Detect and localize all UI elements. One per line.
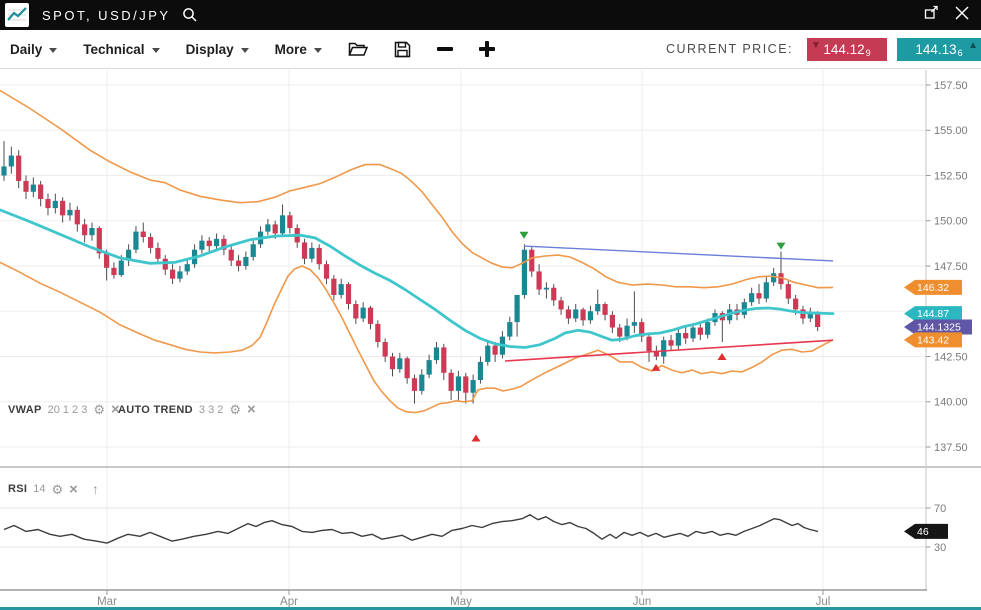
bid-price-pip: 9 bbox=[865, 47, 871, 58]
auto-trend-params: 3 3 2 bbox=[198, 403, 224, 416]
up-tick-icon: ▲ bbox=[968, 39, 978, 51]
chevron-down-icon bbox=[151, 47, 160, 53]
bid-price-badge: ▼ 144.12 9 bbox=[807, 37, 887, 61]
svg-text:152.50: 152.50 bbox=[934, 170, 968, 182]
rsi-params: 14 bbox=[33, 483, 46, 495]
menu-daily-label: Daily bbox=[10, 41, 43, 57]
svg-text:144.87: 144.87 bbox=[917, 308, 949, 320]
app-logo-icon bbox=[5, 3, 29, 27]
svg-text:Jul: Jul bbox=[816, 596, 831, 608]
auto-trend-indicator-legend: AUTO TREND 3 3 2 ⚙ × bbox=[118, 401, 256, 418]
save-icon[interactable] bbox=[394, 41, 411, 58]
bid-price-value: 144.12 bbox=[823, 41, 865, 57]
svg-text:150.00: 150.00 bbox=[934, 216, 968, 228]
menu-technical[interactable]: Technical bbox=[83, 41, 160, 57]
search-icon[interactable] bbox=[182, 7, 198, 23]
svg-text:Jun: Jun bbox=[633, 596, 652, 608]
menu-more[interactable]: More bbox=[275, 42, 322, 57]
move-panel-up-icon[interactable]: ↑ bbox=[91, 481, 99, 497]
vwap-label: VWAP bbox=[8, 403, 42, 416]
svg-text:142.50: 142.50 bbox=[934, 351, 968, 363]
svg-text:30: 30 bbox=[934, 542, 946, 554]
auto-trend-label: AUTO TREND bbox=[118, 403, 193, 416]
menu-display-label: Display bbox=[185, 41, 234, 57]
svg-text:147.50: 147.50 bbox=[934, 261, 968, 273]
menu-daily[interactable]: Daily bbox=[10, 41, 58, 57]
chart-area[interactable]: Mar Apr May Jun Jul 157.50 155.00 152.50 150.00 1… bbox=[0, 70, 981, 610]
gear-icon[interactable]: ⚙ bbox=[229, 402, 242, 417]
svg-text:Mar: Mar bbox=[97, 596, 117, 608]
chevron-down-icon bbox=[240, 47, 249, 53]
svg-text:146.32: 146.32 bbox=[917, 282, 949, 294]
ask-price-badge: 144.13 6 ▲ bbox=[897, 37, 981, 61]
menu-technical-label: Technical bbox=[83, 41, 145, 57]
svg-text:137.50: 137.50 bbox=[934, 442, 968, 454]
bottom-accent-bar bbox=[0, 607, 981, 610]
svg-text:157.50: 157.50 bbox=[934, 80, 968, 92]
vwap-indicator-legend: VWAP 20 1 2 3 ⚙ × bbox=[8, 401, 120, 418]
svg-text:143.42: 143.42 bbox=[917, 334, 949, 346]
rsi-label: RSI bbox=[8, 483, 28, 495]
title-bar: SPOT, USD/JPY bbox=[0, 0, 981, 30]
svg-text:May: May bbox=[450, 596, 472, 608]
open-folder-icon[interactable] bbox=[348, 41, 368, 57]
vwap-params: 20 1 2 3 bbox=[47, 403, 88, 416]
zoom-out-button[interactable] bbox=[436, 47, 453, 51]
down-tick-icon: ▼ bbox=[811, 39, 821, 51]
rsi-indicator-legend: RSI 14 ⚙ × ↑ bbox=[8, 481, 99, 497]
popout-window-button[interactable] bbox=[924, 5, 940, 25]
ask-price-value: 144.13 bbox=[915, 41, 957, 57]
close-icon[interactable]: × bbox=[247, 401, 256, 418]
svg-text:140.00: 140.00 bbox=[934, 397, 968, 409]
svg-text:46: 46 bbox=[917, 526, 929, 538]
gear-icon[interactable]: ⚙ bbox=[51, 481, 64, 497]
page-title: SPOT, USD/JPY bbox=[42, 7, 171, 23]
zoom-in-button[interactable] bbox=[478, 41, 495, 57]
svg-text:155.00: 155.00 bbox=[934, 125, 968, 137]
close-icon[interactable] bbox=[955, 6, 969, 25]
close-icon[interactable]: × bbox=[111, 401, 120, 418]
price-chart-svg[interactable]: Mar Apr May Jun Jul 157.50 155.00 152.50 150.00 1… bbox=[0, 70, 981, 610]
svg-text:144.1325: 144.1325 bbox=[917, 322, 961, 334]
close-icon[interactable]: × bbox=[69, 480, 78, 498]
chevron-down-icon bbox=[313, 47, 322, 53]
chevron-down-icon bbox=[49, 47, 58, 53]
svg-text:Apr: Apr bbox=[280, 596, 298, 608]
ask-price-pip: 6 bbox=[957, 47, 963, 58]
menu-more-label: More bbox=[274, 41, 307, 57]
current-price-label: CURRENT PRICE: bbox=[665, 42, 793, 56]
menu-display[interactable]: Display bbox=[186, 42, 249, 57]
toolbar: Daily Technical Display More bbox=[0, 30, 981, 69]
gear-icon[interactable]: ⚙ bbox=[93, 402, 106, 417]
svg-text:70: 70 bbox=[934, 503, 946, 515]
